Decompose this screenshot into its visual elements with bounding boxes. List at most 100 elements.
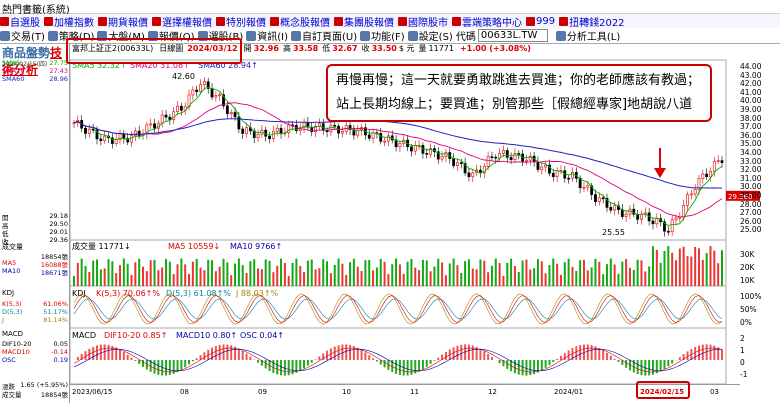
volume-bar — [276, 265, 279, 286]
candle-body — [130, 135, 133, 143]
menu-item[interactable]: 大盤(M) — [97, 28, 145, 43]
volume-bar — [122, 258, 125, 286]
volume-bar — [721, 250, 723, 286]
bookmark-link[interactable]: 特別報價 — [216, 14, 266, 28]
osc-bar — [276, 360, 279, 375]
volume-bar — [318, 268, 321, 286]
kdj-tick: 0% — [740, 318, 752, 327]
bookmark-link[interactable]: 雲端策略中心 — [452, 14, 522, 28]
volume-bar — [632, 269, 635, 286]
candle-body — [279, 127, 283, 135]
volume-bar — [613, 264, 616, 286]
d-legend: D(5,3) 61.08↑% — [166, 289, 231, 298]
menu-item[interactable]: 選股(B) — [197, 28, 243, 43]
osc-bar — [84, 351, 87, 360]
menu-item[interactable]: 策略(D) — [47, 28, 94, 43]
ma-row: SMA20 27.43 — [2, 67, 68, 75]
volume-bar — [149, 260, 152, 286]
bookmark-icon — [270, 16, 279, 26]
price-tick: 39.00 — [740, 105, 762, 114]
macd-title: MACD — [2, 330, 23, 338]
menu-icon — [147, 30, 158, 41]
osc-bar — [138, 360, 141, 364]
kdj-title: KDJ — [2, 289, 15, 297]
osc-bar — [80, 353, 83, 360]
menu-icon — [360, 30, 371, 41]
candle-body — [268, 135, 271, 139]
candle-body — [440, 156, 444, 160]
code-input[interactable]: 00633L.TW — [477, 29, 548, 42]
candle-body — [620, 209, 624, 217]
candle-body — [716, 160, 720, 162]
price-tick: 43.00 — [740, 70, 762, 80]
volume-bar — [433, 266, 436, 286]
annotation-line-1: 再慢再慢；這一天就要勇敢跳進去買進；你的老師應該有教過； — [336, 73, 701, 88]
bookmark-link[interactable]: 概念股報價 — [270, 14, 330, 28]
kdj-legend: KDJ — [72, 289, 86, 298]
panel-date: 2024/02/15(四) — [2, 61, 48, 68]
volume-bar — [598, 261, 601, 286]
menu-item[interactable]: 報價(Q) — [147, 28, 195, 43]
osc-bar — [184, 360, 187, 368]
volume-bar — [372, 270, 375, 286]
volume-bar — [559, 274, 562, 286]
volume-bar — [364, 260, 367, 286]
bookmark-link[interactable]: 選擇權報價 — [152, 14, 212, 28]
volume-bar — [345, 274, 348, 286]
volume-bar — [552, 258, 555, 286]
analysis-tool-button[interactable]: 分析工具(L) — [555, 28, 620, 43]
osc-bar — [575, 346, 578, 360]
volume-bar — [441, 262, 444, 286]
volume-bar — [640, 260, 643, 286]
change-value: +1.00 (+3.08%) — [459, 43, 531, 53]
bookmark-icon — [334, 16, 343, 26]
volume-bar — [184, 264, 187, 286]
osc-bar — [96, 345, 99, 360]
bookmark-icon — [526, 16, 535, 26]
osc-bar — [237, 348, 240, 360]
osc-bar — [107, 344, 110, 360]
menu-item[interactable]: 功能(F) — [360, 28, 405, 43]
bookmark-link[interactable]: 集團股報價 — [334, 14, 394, 28]
sma5-line — [73, 86, 723, 226]
osc-bar — [506, 360, 509, 369]
volume-bar — [506, 262, 509, 286]
volume-bar — [88, 272, 91, 286]
bookmark-link[interactable]: 扭轉錢2022 — [559, 14, 625, 28]
osc-bar — [391, 360, 394, 373]
osc-bar — [168, 360, 171, 375]
open-value: 32.96 — [253, 43, 279, 53]
volume-bar — [571, 266, 574, 286]
peak-label: 42.60 — [172, 72, 195, 81]
osc-bar — [433, 360, 436, 361]
menu-item[interactable]: 設定(S) — [407, 28, 453, 43]
osc-bar — [203, 352, 206, 360]
bookmark-link[interactable]: 加權指數 — [44, 14, 94, 28]
osc-bar — [540, 360, 543, 371]
candle-body — [720, 160, 724, 163]
bookmark-link[interactable]: 自選股 — [0, 14, 40, 28]
candle-body — [329, 124, 333, 133]
menu-item[interactable]: 自訂頁面(U) — [291, 28, 357, 43]
bookmark-link[interactable]: 999 — [526, 16, 555, 27]
osc-bar — [563, 352, 566, 360]
bookmark-link[interactable]: 國際股市 — [398, 14, 448, 28]
osc-bar — [444, 351, 447, 360]
candle-body — [712, 160, 716, 172]
osc-bar — [441, 354, 444, 360]
menu-icon — [0, 30, 10, 41]
macd10-line — [73, 348, 723, 372]
volume-bar — [667, 246, 670, 286]
osc-bar — [521, 360, 524, 376]
chart-area[interactable]: SMA5 32.32↑ SMA20 31.08↑ SMA60 28.94↑42.60… — [70, 44, 780, 384]
menu-item[interactable]: 資訊(I) — [246, 28, 288, 43]
x-tick-label: 03 — [710, 388, 719, 396]
volume-bar — [437, 258, 440, 286]
volume-bar — [249, 261, 252, 286]
volume-bar — [628, 267, 631, 286]
volume-bar — [349, 262, 352, 286]
osc-bar — [157, 360, 160, 375]
osc-bar — [134, 360, 137, 361]
menu-item[interactable]: 交易(T) — [0, 28, 45, 43]
bookmark-link[interactable]: 期貨報價 — [98, 14, 148, 28]
